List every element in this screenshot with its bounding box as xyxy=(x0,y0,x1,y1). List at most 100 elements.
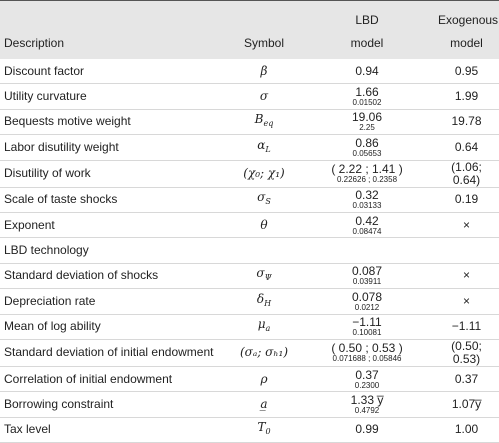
table-row: Correlation of initial endowment ρ 0.37 0.2… xyxy=(0,366,499,393)
lbd-cell: 1.33 y̅ 0.4792 xyxy=(300,391,434,418)
lbd-cell: 0.087 0.03911 xyxy=(300,263,434,290)
header-line: model xyxy=(450,36,483,50)
symbol: μ xyxy=(257,317,266,332)
standard-error: 0.4792 xyxy=(354,405,380,415)
table-row: Labor disutility weight αL 0.86 0.05653 0.64 xyxy=(0,134,499,161)
symbol-cell: ρ xyxy=(228,366,300,393)
exogenous-value: × xyxy=(462,268,470,283)
exogenous-cell: 0.95 xyxy=(434,59,499,85)
symbol-cell: σΨ xyxy=(228,263,300,290)
table-row: Exponent θ 0.42 0.08474 × xyxy=(0,212,499,239)
description: Borrowing constraint xyxy=(0,391,228,418)
symbol: σ xyxy=(256,266,265,281)
exogenous-value: 0.95 xyxy=(454,63,479,78)
symbol-subscript: L xyxy=(265,144,271,154)
symbol: α xyxy=(257,137,266,152)
lbd-cell: ( 0.50 ; 0.53 ) 0.071688 ; 0.05846 xyxy=(300,339,434,367)
exogenous-cell: 1.07y̅ xyxy=(434,391,499,418)
lbd-cell: 19.06 2.25 xyxy=(300,109,434,136)
table-row: LBD technology xyxy=(0,237,499,264)
symbol-cell: T0 xyxy=(228,417,300,443)
exogenous-value: 0.64 xyxy=(454,139,479,154)
symbol: δ xyxy=(256,291,265,306)
table-row: Standard deviation of shocks σΨ 0.087 0.039… xyxy=(0,263,499,290)
symbol: β xyxy=(260,63,268,78)
description: Utility curvature xyxy=(0,83,228,110)
lbd-cell: ( 2.22 ; 1.41 ) 0.22626 ; 0.2358 xyxy=(300,160,434,188)
exogenous-cell: −1.11 xyxy=(434,314,499,340)
standard-error: 0.22626 ; 0.2358 xyxy=(336,175,398,185)
description: Standard deviation of initial endowment xyxy=(0,339,228,367)
description: Scale of taste shocks xyxy=(0,187,228,213)
lbd-value: ( 2.22 ; 1.41 ) xyxy=(331,162,403,177)
exogenous-value: (1.06; 0.64) xyxy=(451,159,482,187)
lbd-cell: 1.66 0.01502 xyxy=(300,83,434,110)
exogenous-value: × xyxy=(462,217,470,232)
header-cell: Description xyxy=(0,0,228,59)
header-line: model xyxy=(350,36,384,50)
header-cell: Symbol xyxy=(228,0,300,59)
description: Exponent xyxy=(0,212,228,239)
lbd-value: 0.94 xyxy=(355,63,379,78)
symbol: a̲ xyxy=(260,396,268,411)
symbol-cell: θ xyxy=(228,212,300,239)
standard-error: 0.01502 xyxy=(352,98,382,108)
table-row: Disutility of work (χ₀; χ₁) ( 2.22 ; 1.41 … xyxy=(0,159,499,188)
lbd-value: 0.087 xyxy=(351,264,383,279)
exogenous-cell: 0.19 xyxy=(434,187,499,213)
lbd-value: 19.06 xyxy=(351,110,383,125)
exogenous-cell: × xyxy=(434,288,499,315)
symbol: σ xyxy=(259,89,269,104)
exogenous-cell: 19.78 xyxy=(434,109,499,136)
exogenous-value: 0.19 xyxy=(454,192,479,207)
lbd-value: 0.37 xyxy=(355,367,379,382)
lbd-value: −1.11 xyxy=(352,315,382,330)
description: Mean of log ability xyxy=(0,314,228,340)
exogenous-cell: 1.00 xyxy=(434,417,499,443)
symbol-cell: (χ₀; χ₁) xyxy=(228,160,300,188)
symbol-cell: μa xyxy=(228,314,300,340)
description: Bequests motive weight xyxy=(0,109,228,136)
table-row: Bequests motive weight Beq 19.06 2.25 19.78 xyxy=(0,109,499,136)
symbol: B xyxy=(254,112,264,127)
symbol-subscript: S xyxy=(265,197,271,207)
lbd-cell xyxy=(300,237,434,264)
symbol-cell: β xyxy=(228,59,300,85)
description: Correlation of initial endowment xyxy=(0,366,228,393)
exogenous-value: 1.00 xyxy=(454,422,479,437)
symbol-cell: Beq xyxy=(228,109,300,136)
symbol-subscript: 0 xyxy=(265,427,271,437)
description: Labor disutility weight xyxy=(0,134,228,161)
lbd-value: 0.078 xyxy=(351,289,383,304)
symbol-cell: σ xyxy=(228,83,300,110)
lbd-value: 0.32 xyxy=(355,188,379,203)
lbd-value: 1.33 y̅ xyxy=(350,392,384,407)
symbol-cell: δH xyxy=(228,288,300,315)
lbd-value: 1.66 xyxy=(355,85,379,100)
header-cell: Exogenous model xyxy=(434,0,499,59)
exogenous-value: 0.37 xyxy=(454,371,479,386)
description: Standard deviation of shocks xyxy=(0,263,228,290)
lbd-value: ( 0.50 ; 0.53 ) xyxy=(331,341,403,356)
symbol-subscript: H xyxy=(264,298,272,308)
lbd-cell: 0.078 0.0212 xyxy=(300,288,434,315)
standard-error: 0.10081 xyxy=(352,328,382,338)
lbd-cell: 0.42 0.08474 xyxy=(300,212,434,239)
symbol: ρ xyxy=(260,371,268,386)
symbol: (χ₀; χ₁) xyxy=(243,166,285,181)
symbol-cell: αL xyxy=(228,134,300,161)
table-row: Mean of log ability μa −1.11 0.10081 −1.11 xyxy=(0,314,499,340)
symbol-cell xyxy=(228,237,300,264)
exogenous-value: (0.50; 0.53) xyxy=(451,338,482,366)
exogenous-cell: × xyxy=(434,212,499,239)
table-row: Discount factor β 0.94 0.95 xyxy=(0,59,499,85)
exogenous-value: 1.99 xyxy=(454,89,479,104)
standard-error: 0.08474 xyxy=(352,226,382,236)
description: Depreciation rate xyxy=(0,288,228,315)
symbol: T xyxy=(257,420,266,435)
header-row: Description Symbol LBD model Exogenous model xyxy=(0,0,499,59)
table-row: Tax level T0 0.99 1.00 xyxy=(0,417,499,443)
lbd-value: 0.86 xyxy=(355,135,379,150)
exogenous-cell: (0.50; 0.53) xyxy=(434,338,499,367)
